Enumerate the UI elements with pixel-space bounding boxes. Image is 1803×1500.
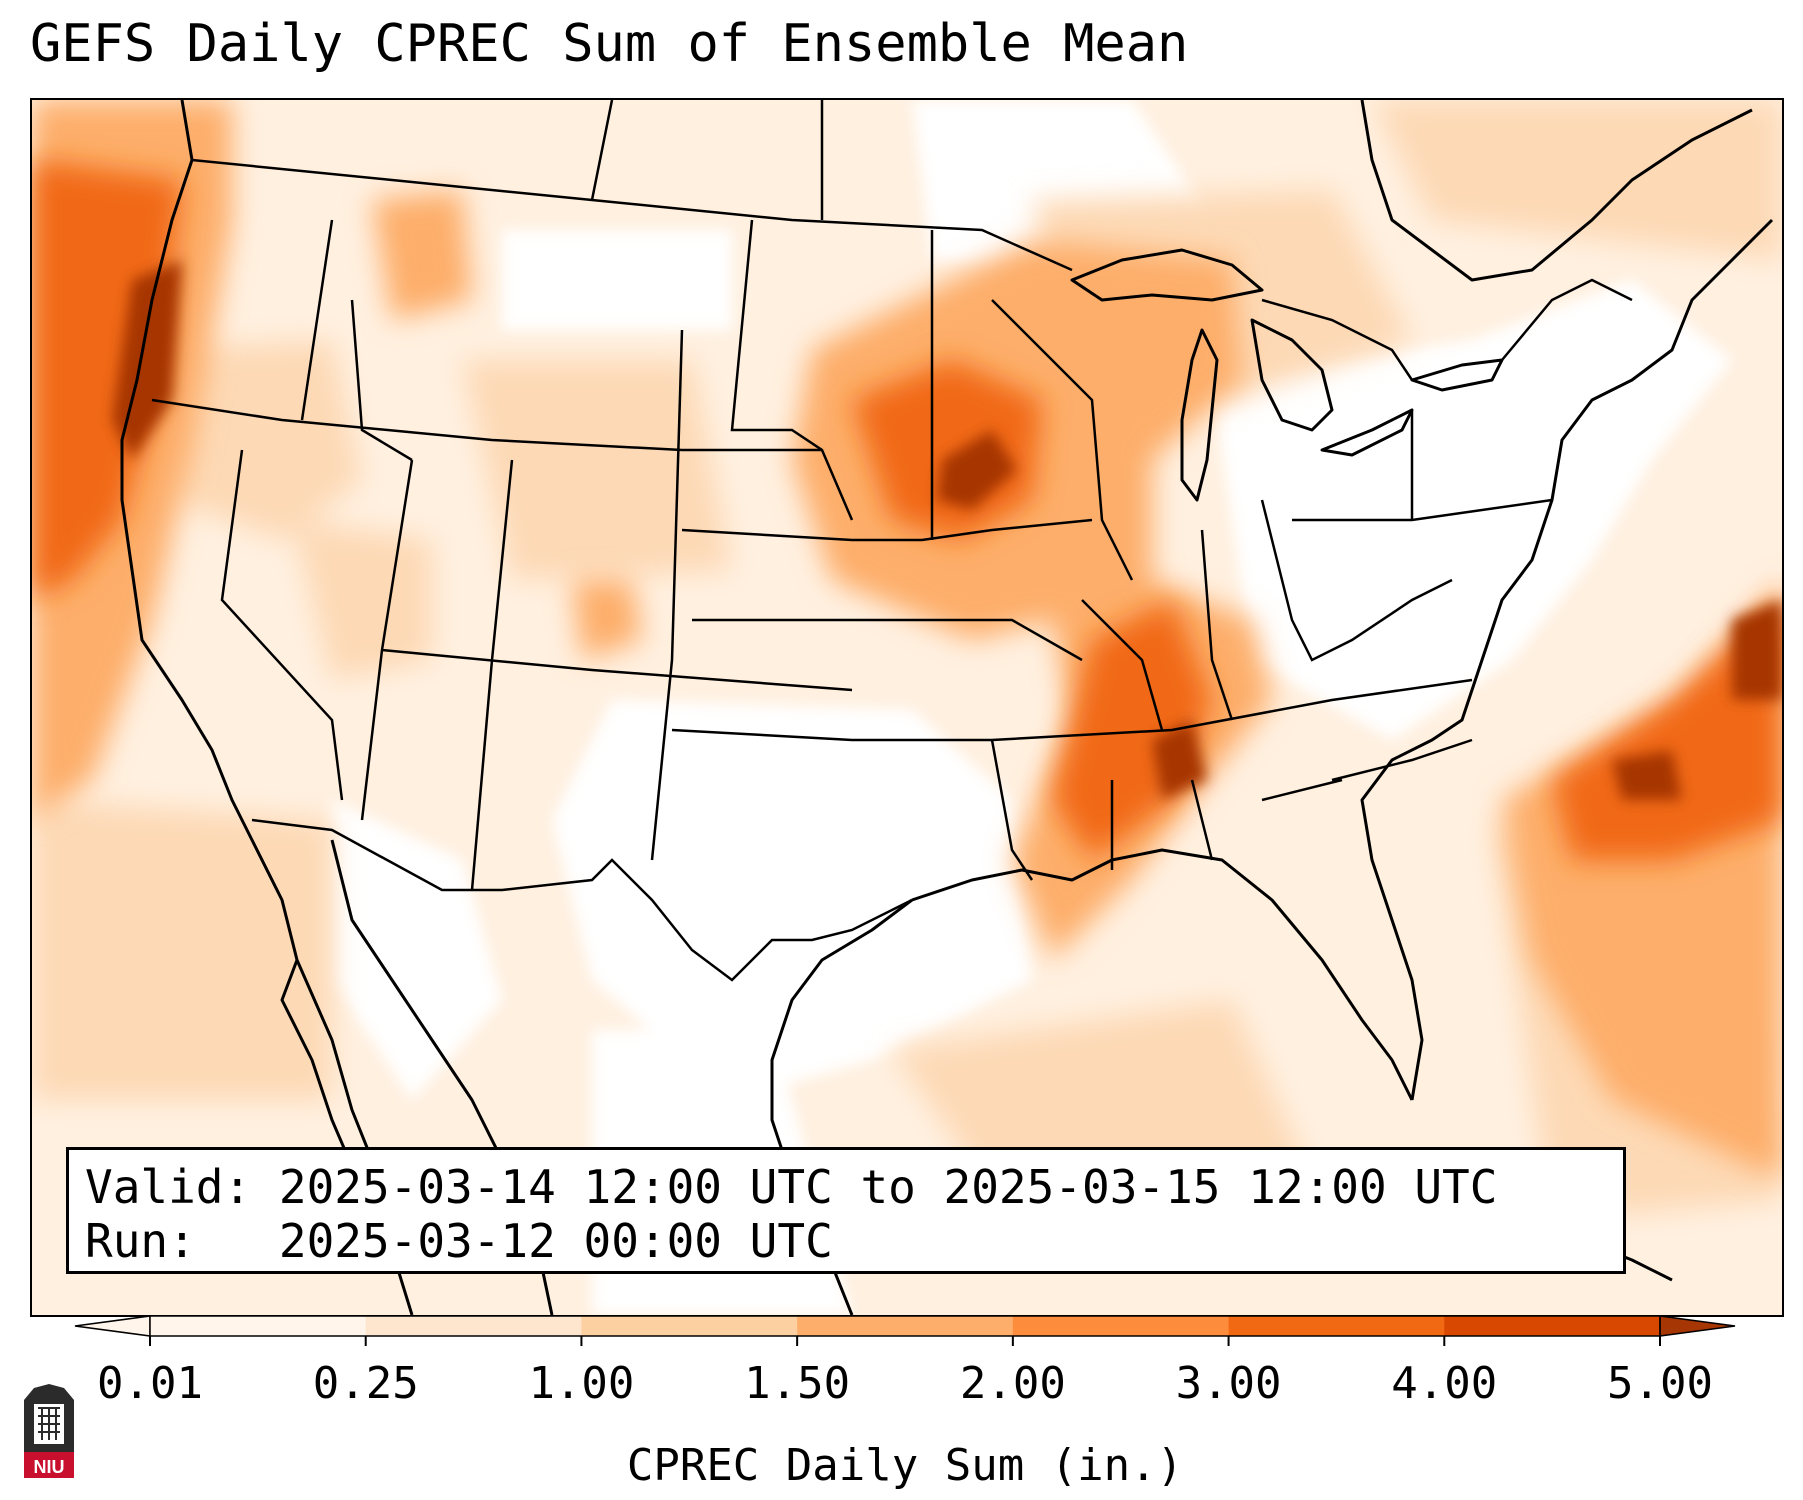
- colorbar-tick-label: 2.00: [960, 1358, 1066, 1409]
- state-line-8: [681, 518, 1093, 542]
- us-canada-border: [191, 158, 1073, 272]
- niu-logo-band: [24, 1452, 74, 1478]
- state-line-5: [470, 459, 514, 891]
- colorbar-segment: [581, 1316, 798, 1336]
- state-line-14: [1260, 499, 1453, 662]
- map-panel: [30, 98, 1784, 1317]
- colorbar-segments: [74, 1315, 1736, 1337]
- niu-logo: NIU: [24, 1384, 74, 1478]
- colorbar-tick-label: 3.00: [1176, 1358, 1282, 1409]
- colorbar-extend-high: [1659, 1315, 1736, 1337]
- valid-line: Valid: 2025-03-14 12:00 UTC to 2025-03-1…: [85, 1160, 1607, 1214]
- state-line-2: [151, 398, 822, 452]
- us-canada-border-east: [1261, 278, 1633, 381]
- canada-coast: [1360, 100, 1753, 282]
- atlantic-coast: [1360, 218, 1774, 1101]
- colorbar-tick-label: 4.00: [1391, 1358, 1497, 1409]
- colorbar-ticks: 0.01 0.25 1.00 1.50 2.00 3.00 4.00 5.00: [97, 1336, 1713, 1409]
- state-line-3: [220, 449, 344, 801]
- colorbar-tick-label: 5.00: [1607, 1358, 1713, 1409]
- state-line-13: [1081, 529, 1234, 731]
- us-mexico-border: [251, 818, 913, 982]
- lake-ontario: [1410, 358, 1504, 392]
- state-line-6: [650, 329, 684, 861]
- lake-michigan: [1180, 328, 1219, 502]
- state-line-16: [1261, 738, 1473, 802]
- colorbar-tick-label: 1.50: [744, 1358, 850, 1409]
- state-borders: [151, 100, 1633, 982]
- colorbar-segment: [797, 1316, 1014, 1336]
- state-line-4: [360, 459, 853, 821]
- precip-field: [32, 100, 1782, 1315]
- lake-superior: [1070, 248, 1264, 302]
- map-title: GEFS Daily CPREC Sum of Ensemble Mean: [30, 14, 1189, 74]
- colorbar-tick-label: 0.25: [313, 1358, 419, 1409]
- gulf-coast-east: [911, 848, 1414, 1101]
- lake-erie: [1320, 408, 1414, 457]
- colorbar-label: CPREC Daily Sum (in.): [627, 1440, 1183, 1491]
- colorbar-segment: [1012, 1316, 1230, 1336]
- state-line-7: [590, 100, 854, 521]
- precip-map: [32, 100, 1782, 1315]
- niu-logo-grid: [38, 1407, 60, 1440]
- state-line-15: [1292, 410, 1553, 522]
- valid-value: 2025-03-14 12:00 UTC to 2025-03-15 12:00…: [278, 1160, 1498, 1214]
- state-line-11: [930, 230, 1134, 581]
- niu-logo-text: NIU: [34, 1457, 65, 1477]
- colorbar-segment: [365, 1316, 582, 1336]
- precip-light-wash: [32, 100, 1782, 1315]
- state-line-9: [692, 618, 1083, 662]
- colorbar: 0.01 0.25 1.00 1.50 2.00 3.00 4.00 5.00 CPREC D…: [74, 1315, 1736, 1491]
- colorbar-tick-label: 1.00: [528, 1358, 634, 1409]
- colorbar-segment: [150, 1316, 367, 1336]
- valid-run-info-box: Valid: 2025-03-14 12:00 UTC to 2025-03-1…: [66, 1147, 1626, 1274]
- colorbar-tick-label: 0.01: [97, 1358, 203, 1409]
- state-line-1: [300, 219, 413, 462]
- colorbar-segment: [1228, 1316, 1445, 1336]
- run-line: Run: 2025-03-12 00:00 UTC: [85, 1214, 1607, 1268]
- valid-label: Valid:: [85, 1160, 252, 1214]
- west-coast: [120, 100, 374, 1161]
- colorbar-segment: [1444, 1316, 1661, 1336]
- state-line-10: [671, 678, 1473, 742]
- state-line-12: [990, 739, 1214, 881]
- lake-huron: [1250, 318, 1334, 432]
- run-value: 2025-03-12 00:00 UTC: [278, 1214, 833, 1268]
- run-label: Run:: [85, 1214, 196, 1268]
- colorbar-extend-low: [74, 1315, 151, 1337]
- colorbar-outline: [149, 1315, 1661, 1337]
